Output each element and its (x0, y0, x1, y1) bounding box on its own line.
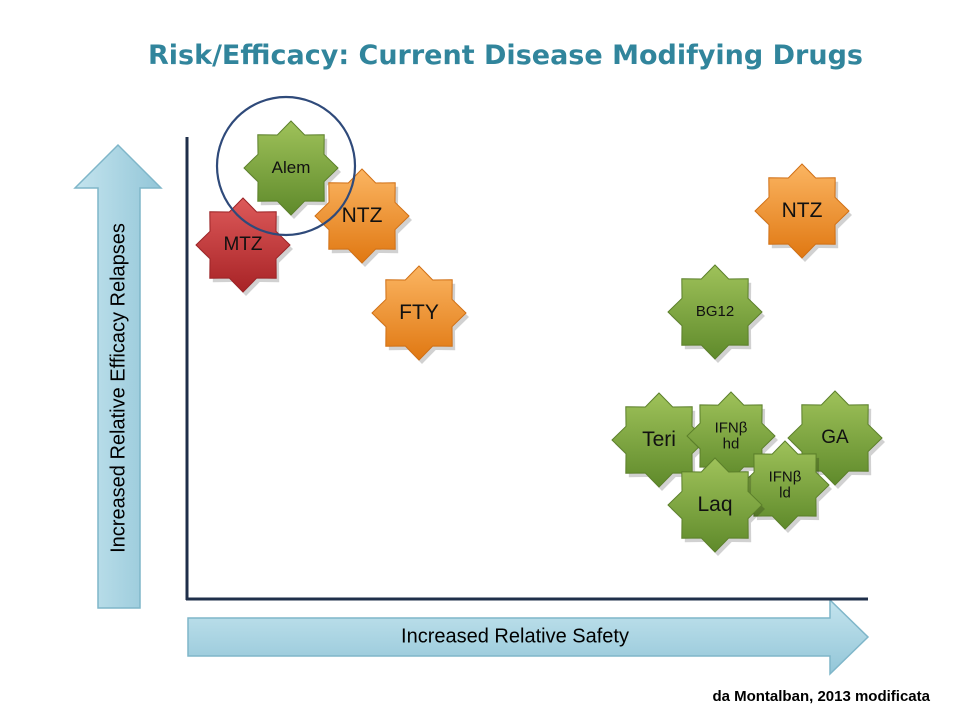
alem-star (243, 120, 339, 216)
laq-star (667, 457, 763, 553)
fty-label: FTY (399, 300, 439, 324)
teri-label-line: Teri (642, 427, 676, 451)
ifnb-ld-label-line: IFNβ (768, 468, 802, 486)
bg12-star (667, 264, 763, 360)
efficacy-arrow (73, 143, 163, 609)
alem-label-line: Alem (271, 158, 311, 178)
bg12-label-line: BG12 (695, 303, 735, 321)
ntz-right-label: NTZ (781, 198, 823, 222)
safety-arrow (187, 598, 870, 676)
mtz-star (195, 197, 291, 293)
slide-title: Risk/Efficacy: Current Disease Modifying… (148, 40, 863, 71)
ifnb-ld-label: IFNβ ld (769, 469, 802, 501)
ifnb-ld-star (740, 440, 830, 530)
y-axis-label: Increased Relative Efficacy Relapses (107, 223, 130, 553)
ntz-left-label-line: NTZ (341, 203, 383, 227)
teri-star (611, 392, 707, 488)
ga-label: GA (821, 428, 848, 448)
laq-label: Laq (697, 492, 733, 516)
ga-label-line: GA (821, 427, 849, 449)
laq-label-line: Laq (697, 492, 733, 516)
ntz-left-label: NTZ (341, 203, 383, 227)
fty-label-line: FTY (399, 300, 439, 324)
ifnb-hd-label-line: IFNβ (714, 419, 748, 437)
ntz-right-label-line: NTZ (781, 198, 823, 222)
ifnb-hd-label-line: hd (722, 435, 740, 452)
source-citation: da Montalban, 2013 modificata (712, 688, 930, 705)
ifnb-hd-label: IFNβ hd (715, 420, 748, 452)
x-axis-label: Increased Relative Safety (401, 625, 629, 648)
alem-label: Alem (272, 159, 311, 177)
teri-label: Teri (642, 427, 676, 451)
ntz-left-star (314, 168, 410, 264)
ntz-right-star (754, 163, 850, 259)
bg12-label: BG12 (696, 304, 734, 320)
mtz-label: MTZ (223, 235, 262, 255)
mtz-label-line: MTZ (223, 234, 263, 256)
ifnb-ld-label-line: ld (779, 484, 791, 501)
alem-highlight-circle (215, 95, 357, 237)
fty-star (371, 265, 467, 361)
